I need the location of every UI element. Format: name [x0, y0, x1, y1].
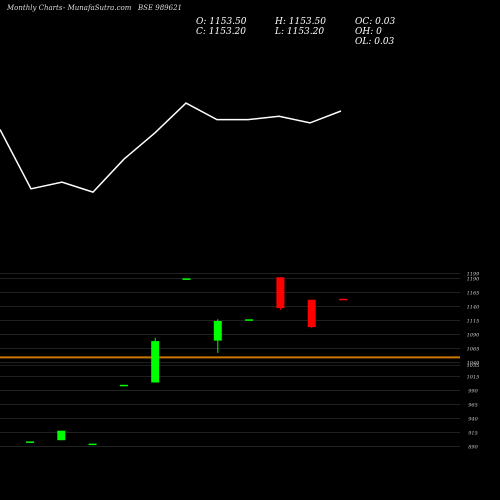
- candle: [276, 277, 285, 310]
- ol-value: OL: 0.03: [355, 37, 395, 47]
- y-tick-label: 1015: [467, 374, 480, 380]
- close-value: C: 1153.20: [196, 27, 246, 37]
- symbol-label: BSE 989621: [138, 4, 182, 12]
- y-tick-label: 1140: [467, 304, 481, 310]
- candle: [245, 319, 254, 321]
- y-tick-label: 990: [468, 388, 478, 394]
- candle-body: [339, 298, 347, 301]
- y-tick-label: 1035: [467, 363, 480, 369]
- candle-body: [307, 299, 316, 328]
- site-title: Monthly Charts: [7, 4, 63, 12]
- y-tick-label: 1115: [467, 318, 480, 324]
- candle-body: [88, 443, 97, 446]
- oc-value: OC: 0.03: [355, 17, 396, 27]
- candle: [339, 298, 347, 301]
- y-tick-label: 965: [468, 402, 478, 408]
- close-line: [0, 102, 342, 193]
- candle-body: [151, 341, 160, 383]
- y-tick-label: 1065: [467, 346, 480, 352]
- candle: [182, 278, 191, 280]
- candle-body: [26, 441, 34, 443]
- site-subtitle: - MunafaSutra.com: [63, 4, 132, 12]
- candle: [307, 299, 316, 329]
- candle: [213, 319, 222, 353]
- candle-body: [119, 384, 128, 387]
- candle-body: [57, 430, 66, 441]
- y-tick-label: 940: [468, 416, 478, 422]
- open-value: O: 1153.50: [196, 17, 247, 27]
- y-tick-label: 1165: [467, 290, 480, 296]
- candle: [119, 384, 128, 387]
- y-tick-label: 1040: [467, 360, 481, 366]
- candle-body: [276, 277, 285, 309]
- candle: [88, 443, 97, 446]
- candle-body: [182, 278, 191, 280]
- close-line-plot: [0, 102, 342, 193]
- y-tick-label: 1190: [467, 276, 481, 282]
- candle-body: [245, 319, 254, 321]
- y-tick-label: 915: [468, 430, 478, 436]
- candlesticks: [26, 277, 347, 446]
- candle: [26, 441, 34, 443]
- low-value: L: 1153.20: [275, 27, 325, 37]
- y-tick-label: 1199: [467, 271, 481, 277]
- candle-body: [213, 321, 222, 341]
- oh-value: OH: 0: [355, 27, 382, 37]
- grid-lines: [0, 273, 460, 447]
- y-tick-label: 1090: [467, 332, 481, 338]
- high-value: H: 1153.50: [275, 17, 326, 27]
- candle: [57, 430, 66, 441]
- candle: [151, 337, 160, 383]
- y-tick-label: 890: [468, 444, 478, 450]
